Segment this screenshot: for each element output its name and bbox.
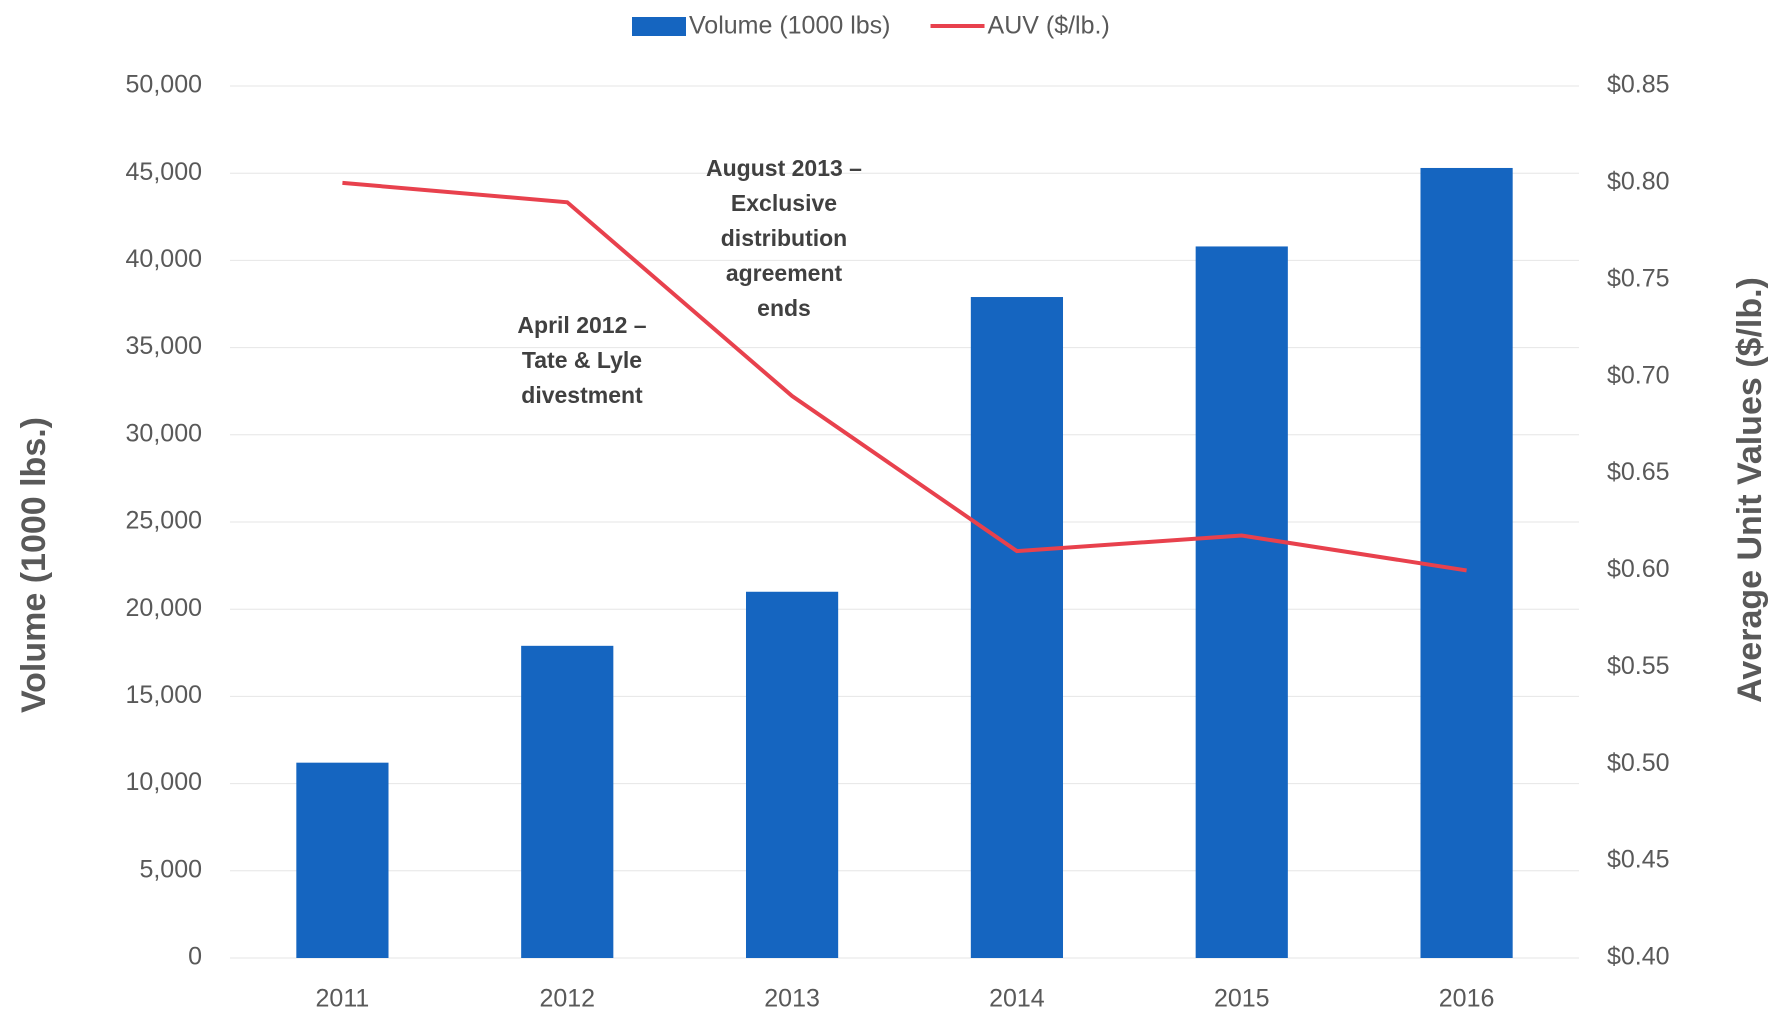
y2-tick-label: $0.65 [1607,458,1670,486]
y-tick-label: 0 [188,943,202,971]
y2-tick-label: $0.70 [1607,361,1670,389]
annotation: distribution [721,225,847,251]
y2-axis-title: Average Unit Values ($/lb.) [1731,277,1769,703]
legend-label: Volume (1000 lbs) [689,12,891,40]
annotation: April 2012 – [517,312,646,338]
bar [1195,246,1288,958]
x-tick-label: 2014 [989,985,1045,1013]
bar [296,762,389,958]
x-tick-label: 2012 [539,985,595,1013]
y-tick-label: 45,000 [126,158,202,186]
y2-tick-label: $0.55 [1607,652,1670,680]
annotation: ends [757,295,811,321]
x-tick-label: 2013 [764,985,820,1013]
y2-tick-label: $0.45 [1607,846,1670,874]
annotation: divestment [521,382,643,408]
y2-tick-label: $0.80 [1607,167,1670,195]
y2-tick-label: $0.50 [1607,749,1670,777]
legend-swatch [632,17,686,36]
y-tick-label: 20,000 [126,594,202,622]
y2-tick-label: $0.60 [1607,555,1670,583]
annotation: agreement [726,260,843,286]
y-axis-title: Volume (1000 lbs.) [15,417,53,713]
y-tick-label: 50,000 [126,71,202,99]
x-tick-label: 2015 [1214,985,1270,1013]
annotation: Exclusive [731,190,837,216]
bar [1420,167,1513,958]
y-tick-label: 15,000 [126,681,202,709]
y2-tick-label: $0.85 [1607,71,1670,99]
legend-label: AUV ($/lb.) [988,12,1110,40]
x-tick-label: 2011 [316,985,370,1013]
x-tick-label: 2016 [1439,985,1495,1013]
y-tick-label: 25,000 [126,507,202,535]
y2-tick-label: $0.75 [1607,264,1670,292]
line-series [342,180,1467,573]
y-tick-label: 5,000 [139,855,202,883]
bar [970,297,1064,958]
annotation: Tate & Lyle [522,347,642,373]
y-tick-label: 40,000 [126,245,202,273]
y-tick-label: 35,000 [126,332,202,360]
annotation: August 2013 – [706,155,862,181]
y2-tick-label: $0.40 [1607,943,1670,971]
y-tick-label: 10,000 [126,768,202,796]
bar [745,591,839,958]
y-tick-label: 30,000 [126,419,202,447]
bar [521,645,614,958]
